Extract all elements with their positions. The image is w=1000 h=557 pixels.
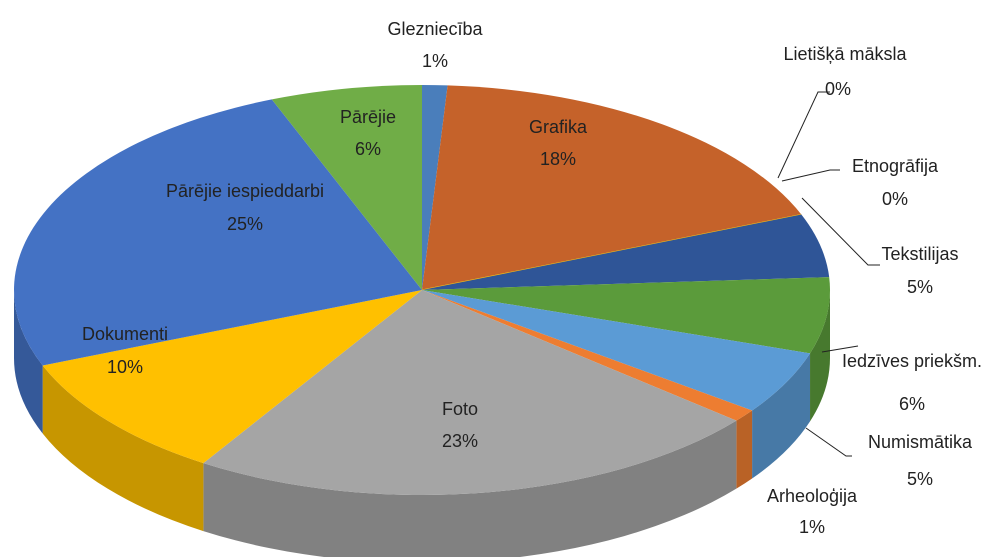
slice xyxy=(422,290,811,411)
slice xyxy=(271,85,422,290)
slice-side xyxy=(752,353,811,479)
data-label-value: 5% xyxy=(907,469,933,489)
slice xyxy=(203,290,737,495)
data-label-name: Foto xyxy=(442,399,478,419)
slice xyxy=(422,85,448,290)
data-label-value: 23% xyxy=(442,431,478,451)
slice xyxy=(422,85,802,291)
data-label-value: 18% xyxy=(540,149,576,169)
slice-side xyxy=(203,420,737,557)
data-label-name: Grafika xyxy=(529,117,588,137)
data-label-value: 6% xyxy=(355,139,381,159)
slice xyxy=(422,277,830,354)
data-label-name: Numismātika xyxy=(868,432,973,452)
pie-sides xyxy=(14,290,830,557)
data-label-name: Pārējie iespieddarbi xyxy=(166,181,324,201)
slice-side xyxy=(736,410,753,489)
data-label-name: Etnogrāfija xyxy=(852,156,939,176)
data-label-name: Glezniecība xyxy=(387,19,483,39)
leader-line xyxy=(801,197,880,266)
leader-line xyxy=(821,345,859,353)
data-label-name: Arheoloģija xyxy=(767,486,858,506)
slice xyxy=(422,214,830,290)
data-label-name: Tekstilijas xyxy=(881,244,958,264)
slice-side xyxy=(14,290,43,434)
slice xyxy=(422,290,753,421)
data-label-value: 0% xyxy=(882,189,908,209)
data-label-name: Iedzīves priekšm. xyxy=(842,351,982,371)
leader-line xyxy=(777,91,830,179)
slice-side xyxy=(42,365,204,532)
leader-line xyxy=(805,427,852,457)
data-label-value: 1% xyxy=(422,51,448,71)
leader-lines xyxy=(777,91,880,457)
data-label-value: 10% xyxy=(107,357,143,377)
leader-line xyxy=(781,169,840,182)
data-label-value: 1% xyxy=(799,517,825,537)
slice xyxy=(13,99,422,366)
data-label-name: Dokumenti xyxy=(82,324,168,344)
pie-tops xyxy=(13,85,830,495)
data-label-value: 25% xyxy=(227,214,263,234)
data-label-value: 0% xyxy=(825,79,851,99)
data-label-value: 5% xyxy=(907,277,933,297)
data-label-name: Lietišķā māksla xyxy=(783,44,907,64)
slice-side xyxy=(810,290,830,422)
data-label-value: 6% xyxy=(899,394,925,414)
data-label-name: Pārējie xyxy=(340,107,396,127)
slice xyxy=(42,290,423,464)
